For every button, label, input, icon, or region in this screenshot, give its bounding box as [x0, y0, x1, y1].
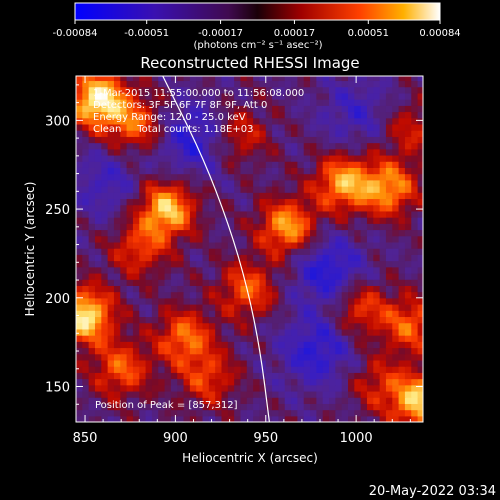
annotation-energy-range: Energy Range: 12.0 - 25.0 keV [93, 112, 246, 123]
y-tick-label: 250 [45, 203, 70, 218]
colorbar-tick-label: -0.00084 [53, 28, 98, 39]
y-axis-label: Heliocentric Y (arcsec) [23, 182, 37, 317]
plot-frame [75, 75, 424, 423]
x-tick-label: 950 [253, 431, 278, 446]
annotation-clean-counts: Clean Total counts: 1.18E+03 [93, 124, 253, 135]
x-tick-label: 1000 [340, 431, 373, 446]
timestamp: 20-May-2022 03:34 [369, 484, 496, 499]
y-tick-label: 200 [45, 292, 70, 307]
colorbar: -0.00084 -0.00051 -0.00017 0.00017 0.00051 0.… [53, 2, 461, 51]
annotation-block: 1-Mar-2015 11:55:00.000 to 11:56:08.000 … [93, 88, 304, 411]
colorbar-tick-label: 0.00051 [348, 28, 389, 39]
annotation-time-range: 1-Mar-2015 11:55:00.000 to 11:56:08.000 [93, 88, 304, 99]
colorbar-tick-label: 0.00084 [419, 28, 460, 39]
x-axis: 850 900 950 1000 [73, 76, 411, 446]
colorbar-ticks: -0.00084 -0.00051 -0.00017 0.00017 0.00051 0.… [53, 20, 461, 39]
y-tick-label: 150 [45, 381, 70, 396]
chart-title: Reconstructed RHESSI Image [140, 54, 359, 72]
x-tick-label: 900 [163, 431, 188, 446]
annotation-detectors: Detectors: 3F 5F 6F 7F 8F 9F, Att 0 [93, 100, 267, 111]
colorbar-gradient [74, 2, 441, 21]
colorbar-tick-label: -0.00017 [198, 28, 243, 39]
x-tick-label: 850 [73, 431, 98, 446]
y-axis: 150 200 250 300 [45, 84, 423, 405]
colorbar-tick-label: -0.00051 [124, 28, 169, 39]
plot-area [76, 76, 423, 422]
y-tick-label: 300 [45, 114, 70, 129]
colorbar-units: (photons cm⁻² s⁻¹ asec⁻²) [193, 40, 322, 51]
colorbar-tick-label: 0.00017 [274, 28, 315, 39]
x-axis-label: Heliocentric X (arcsec) [182, 451, 318, 465]
solar-limb-curve [162, 76, 270, 422]
peak-position-label: Position of Peak = [857,312] [95, 400, 238, 411]
